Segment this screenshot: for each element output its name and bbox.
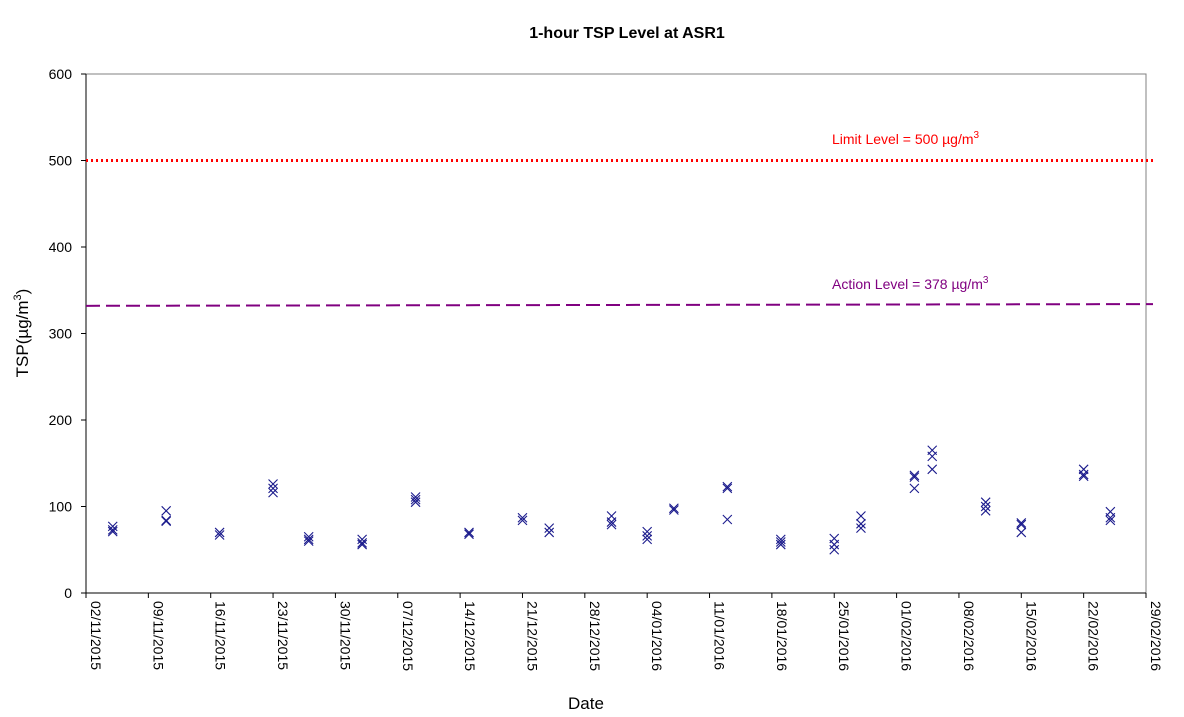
x-tick-label: 08/02/2016: [961, 601, 977, 671]
x-tick-label: 14/12/2015: [462, 601, 478, 671]
data-point: [669, 503, 679, 514]
data-point: [410, 497, 421, 508]
data-point: [856, 523, 866, 534]
x-tick-label: 07/12/2015: [400, 601, 416, 671]
action-level-label: Action Level = 378 µg/m3: [832, 275, 989, 292]
data-point: [161, 515, 172, 526]
data-point: [517, 512, 528, 523]
data-point: [357, 534, 368, 545]
x-axis-label: Date: [568, 694, 604, 713]
data-point: [1078, 464, 1089, 475]
data-point: [464, 529, 474, 540]
data-point: [775, 539, 786, 550]
y-axis-label: TSP(µg/m3): [12, 289, 32, 378]
data-point: [303, 531, 314, 542]
data-point: [410, 492, 421, 502]
x-tick-label: 29/02/2016: [1148, 601, 1164, 671]
x-tick-label: 18/01/2016: [774, 601, 790, 671]
data-point: [161, 505, 172, 516]
data-point: [214, 530, 225, 540]
y-tick-label: 600: [49, 66, 73, 82]
data-point: [606, 517, 617, 527]
plot-border: [85, 73, 1147, 594]
data-point: [303, 536, 314, 546]
data-point: [410, 494, 421, 505]
data-point: [357, 537, 368, 548]
data-point: [1016, 518, 1027, 528]
y-tick-label: 0: [64, 585, 72, 601]
data-point: [1105, 515, 1116, 526]
data-point: [1105, 512, 1116, 523]
data-point: [722, 483, 733, 494]
data-point: [464, 527, 474, 538]
data-point: [268, 483, 278, 494]
data-point: [268, 479, 278, 489]
y-tick-label: 100: [49, 499, 73, 515]
data-point: [357, 539, 368, 550]
x-tick-label: 25/01/2016: [836, 601, 852, 671]
x-tick-label: 04/01/2016: [649, 601, 665, 671]
data-point: [517, 515, 528, 526]
data-point: [1016, 527, 1027, 538]
data-point: [1078, 471, 1089, 482]
x-tick-label: 23/11/2015: [275, 601, 291, 670]
x-tick-label: 11/01/2016: [712, 601, 728, 670]
data-point: [829, 539, 840, 550]
limit-level-label: Limit Level = 500 µg/m3: [832, 130, 980, 147]
data-point: [1078, 469, 1089, 480]
data-point: [642, 534, 653, 545]
data-point: [1016, 519, 1027, 530]
reference-lines: Limit Level = 500 µg/m3 Action Level = 37…: [85, 130, 1154, 307]
x-tick-label: 09/11/2015: [150, 601, 166, 670]
data-point: [606, 519, 617, 530]
data-point: [980, 497, 991, 508]
y-axis-ticks: 0 100 200 300 400 500 600: [49, 66, 86, 601]
data-point: [909, 483, 920, 494]
data-point: [980, 505, 991, 516]
data-point: [775, 534, 786, 545]
data-point: [161, 516, 172, 527]
data-point: [856, 518, 866, 529]
x-tick-label: 21/12/2015: [524, 601, 540, 671]
data-point: [829, 544, 840, 555]
x-tick-label: 01/02/2016: [899, 601, 915, 671]
data-point: [544, 527, 555, 538]
action-level-line: [85, 303, 1154, 307]
data-point: [544, 523, 555, 534]
data-point: [722, 481, 733, 492]
data-points: [107, 445, 1116, 555]
data-point: [669, 505, 679, 515]
data-point: [775, 537, 786, 547]
data-point: [980, 501, 991, 512]
data-point: [927, 464, 938, 475]
x-tick-label: 15/02/2016: [1023, 601, 1039, 671]
data-point: [856, 511, 866, 521]
x-tick-label: 16/11/2015: [213, 601, 229, 670]
data-point: [214, 527, 225, 538]
data-point: [642, 526, 653, 537]
y-tick-label: 300: [49, 326, 73, 342]
data-point: [107, 524, 118, 535]
y-tick-label: 200: [49, 412, 73, 428]
data-point: [642, 531, 653, 541]
data-point: [303, 534, 314, 545]
x-tick-label: 30/11/2015: [337, 601, 353, 670]
x-axis-ticks: 02/11/2015 09/11/2015 16/11/2015 23/11/2015…: [85, 593, 1164, 671]
data-point: [107, 526, 118, 537]
x-tick-label: 28/12/2015: [587, 601, 603, 671]
data-point: [107, 521, 118, 532]
x-tick-label: 22/02/2016: [1086, 601, 1102, 671]
data-point: [268, 487, 278, 498]
y-tick-label: 500: [49, 153, 73, 169]
chart-title: 1-hour TSP Level at ASR1: [529, 25, 725, 42]
x-tick-label: 02/11/2015: [88, 601, 104, 670]
plot-area: [85, 73, 1147, 594]
data-point: [927, 451, 938, 462]
data-point: [909, 470, 920, 481]
y-tick-label: 400: [49, 239, 73, 255]
data-point: [722, 514, 733, 525]
data-point: [909, 472, 920, 482]
